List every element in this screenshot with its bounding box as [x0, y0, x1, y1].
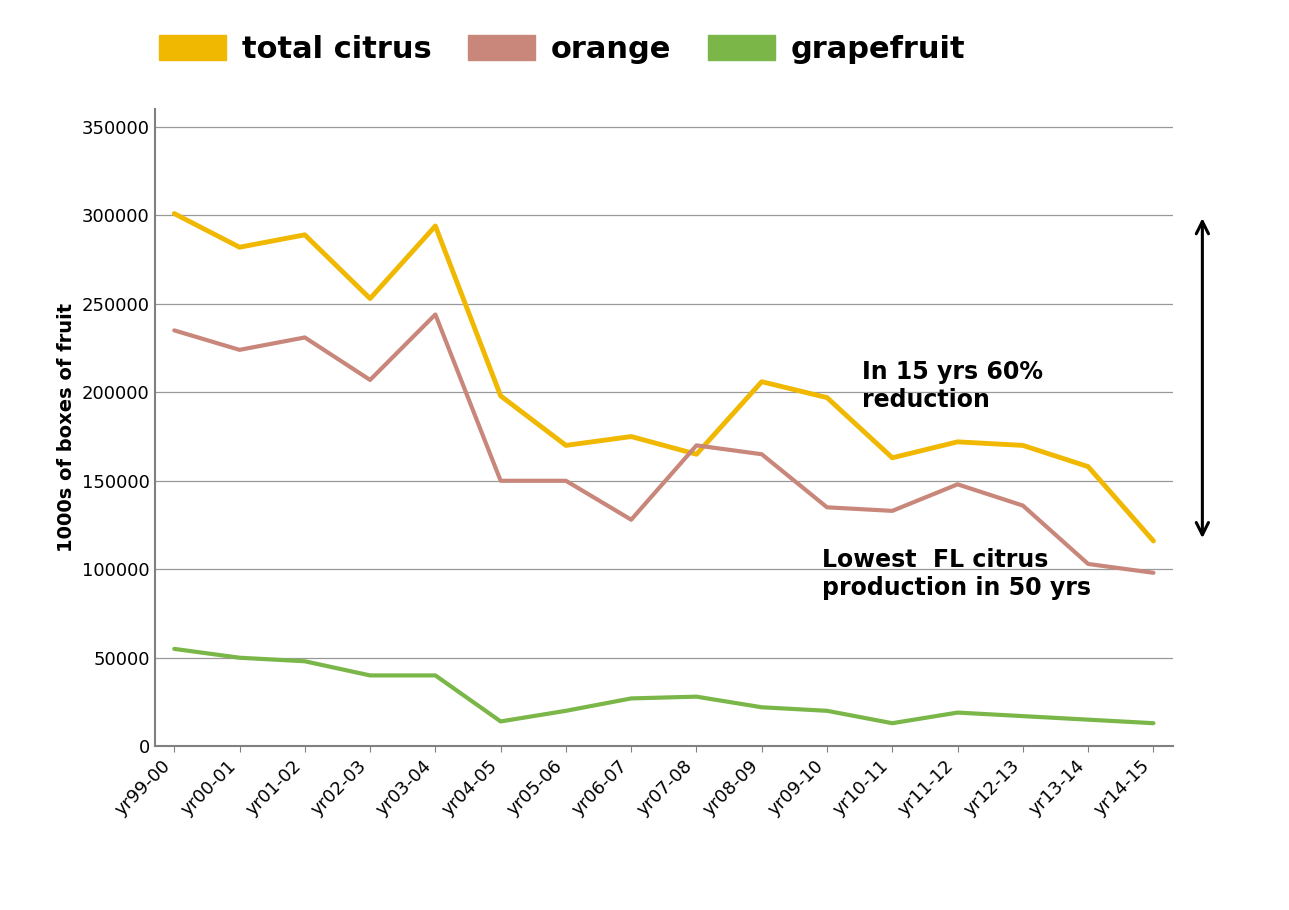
Text: In 15 yrs 60%
reduction: In 15 yrs 60% reduction: [862, 360, 1043, 412]
Text: Lowest  FL citrus
production in 50 yrs: Lowest FL citrus production in 50 yrs: [821, 549, 1090, 600]
Legend: total citrus, orange, grapefruit: total citrus, orange, grapefruit: [147, 23, 977, 76]
Y-axis label: 1000s of boxes of fruit: 1000s of boxes of fruit: [57, 303, 76, 552]
